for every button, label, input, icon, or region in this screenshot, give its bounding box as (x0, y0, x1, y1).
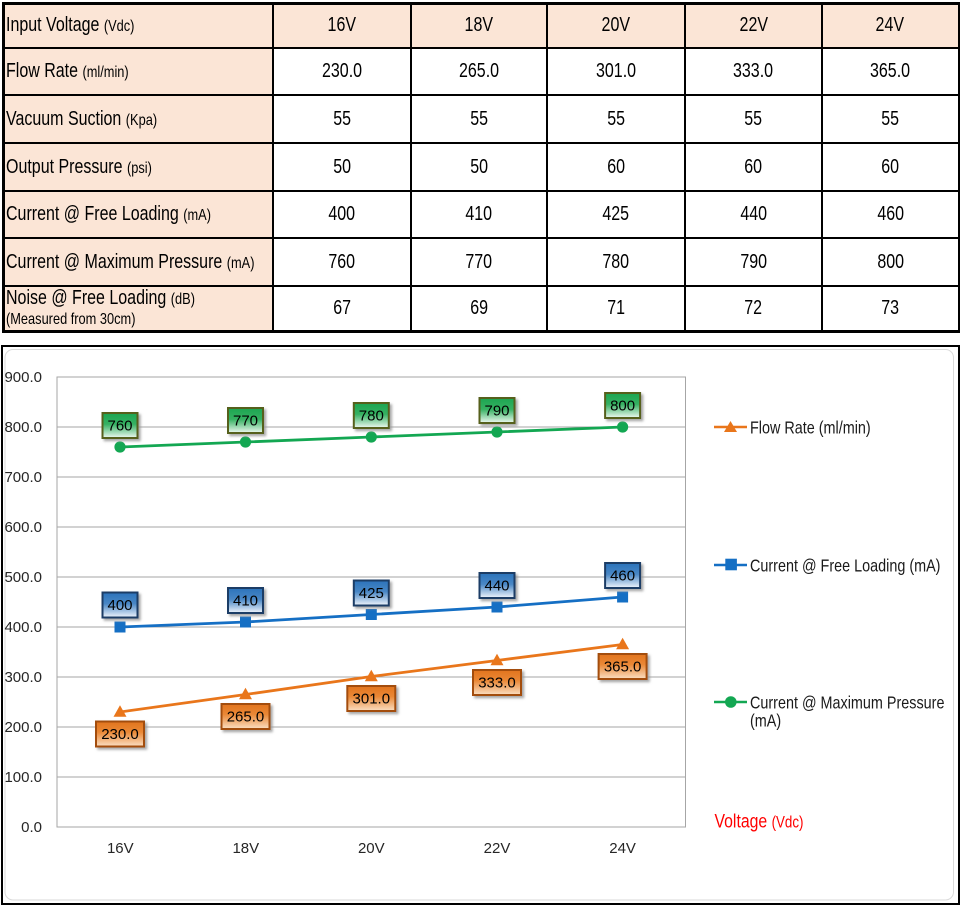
svg-text:400.0: 400.0 (4, 619, 42, 636)
svg-text:460: 460 (610, 568, 635, 585)
svg-text:200.0: 200.0 (4, 719, 42, 736)
svg-text:790: 790 (484, 403, 509, 420)
svg-text:301.0: 301.0 (353, 691, 391, 708)
svg-text:400: 400 (107, 597, 132, 614)
svg-text:900.0: 900.0 (4, 369, 42, 386)
svg-text:800: 800 (610, 398, 635, 415)
svg-text:700.0: 700.0 (4, 469, 42, 486)
svg-text:230.0: 230.0 (101, 726, 139, 743)
svg-text:410: 410 (233, 593, 258, 610)
svg-text:0.0: 0.0 (21, 819, 42, 836)
svg-text:600.0: 600.0 (4, 519, 42, 536)
svg-text:16V: 16V (107, 840, 134, 857)
svg-text:100.0: 100.0 (4, 769, 42, 786)
svg-text:770: 770 (233, 413, 258, 430)
svg-text:Current @ Maximum Pressure: Current @ Maximum Pressure (750, 693, 944, 713)
svg-text:333.0: 333.0 (478, 675, 516, 692)
svg-text:760: 760 (107, 418, 132, 435)
svg-text:Current @ Free Loading (mA): Current @ Free Loading (mA) (750, 556, 940, 576)
svg-text:20V: 20V (358, 840, 385, 857)
svg-text:425: 425 (359, 585, 384, 602)
svg-text:780: 780 (359, 408, 384, 425)
svg-text:(mA): (mA) (750, 711, 781, 731)
svg-text:440: 440 (484, 578, 509, 595)
svg-text:500.0: 500.0 (4, 569, 42, 586)
svg-text:300.0: 300.0 (4, 669, 42, 686)
svg-text:800.0: 800.0 (4, 419, 42, 436)
svg-text:22V: 22V (484, 840, 511, 857)
svg-text:265.0: 265.0 (227, 709, 265, 726)
svg-text:18V: 18V (232, 840, 259, 857)
svg-text:365.0: 365.0 (604, 659, 642, 676)
svg-text:24V: 24V (609, 840, 636, 857)
svg-text:Voltage (Vdc): Voltage (Vdc) (715, 810, 804, 832)
svg-text:Flow Rate (ml/min): Flow Rate (ml/min) (750, 418, 871, 438)
